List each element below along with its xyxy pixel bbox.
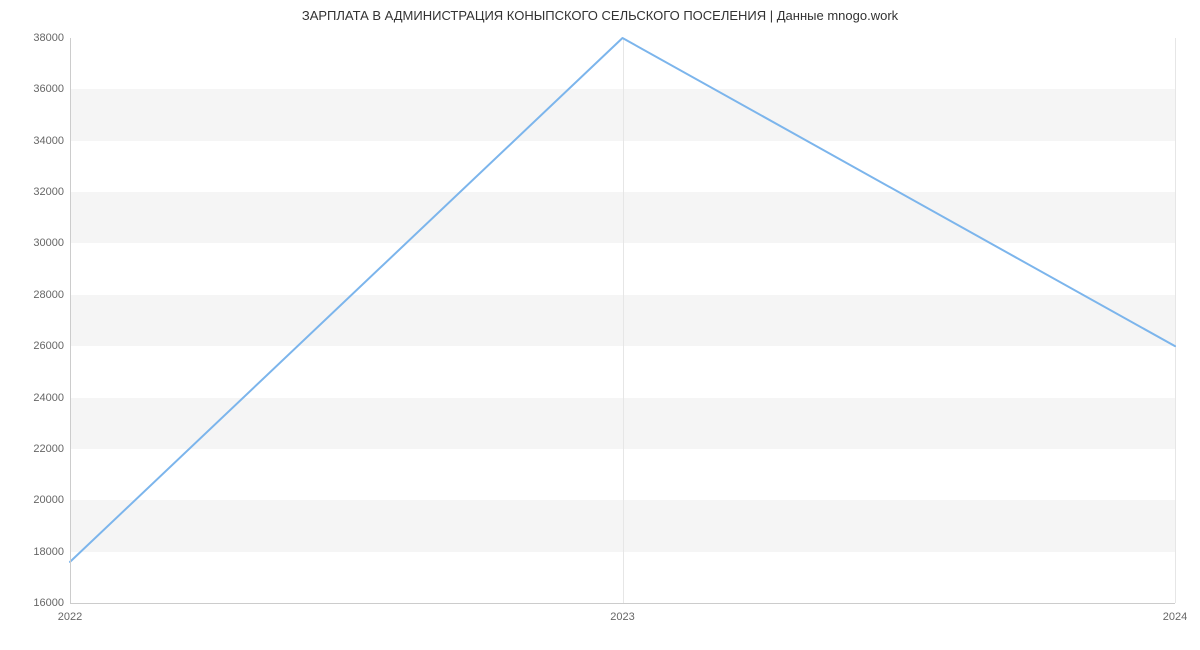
y-tick-label: 34000 (20, 135, 64, 147)
y-tick-label: 28000 (20, 289, 64, 301)
y-tick-label: 18000 (20, 546, 64, 558)
y-tick-label: 36000 (20, 83, 64, 95)
line-layer (70, 38, 1175, 603)
y-tick-label: 30000 (20, 237, 64, 249)
y-axis (70, 38, 71, 603)
y-tick-label: 32000 (20, 186, 64, 198)
y-tick-label: 26000 (20, 340, 64, 352)
x-gridline (1175, 38, 1176, 603)
plot-area (70, 38, 1175, 603)
y-tick-label: 38000 (20, 32, 64, 44)
chart-title: ЗАРПЛАТА В АДМИНИСТРАЦИЯ КОНЫПСКОГО СЕЛЬ… (0, 8, 1200, 23)
x-tick-label: 2022 (58, 611, 82, 623)
y-tick-label: 16000 (20, 597, 64, 609)
y-tick-label: 22000 (20, 443, 64, 455)
y-tick-label: 20000 (20, 494, 64, 506)
series-line (70, 38, 1175, 562)
salary-chart: ЗАРПЛАТА В АДМИНИСТРАЦИЯ КОНЫПСКОГО СЕЛЬ… (0, 0, 1200, 650)
x-axis (70, 603, 1175, 604)
x-tick-label: 2024 (1163, 611, 1187, 623)
y-tick-label: 24000 (20, 392, 64, 404)
x-tick-label: 2023 (610, 611, 634, 623)
